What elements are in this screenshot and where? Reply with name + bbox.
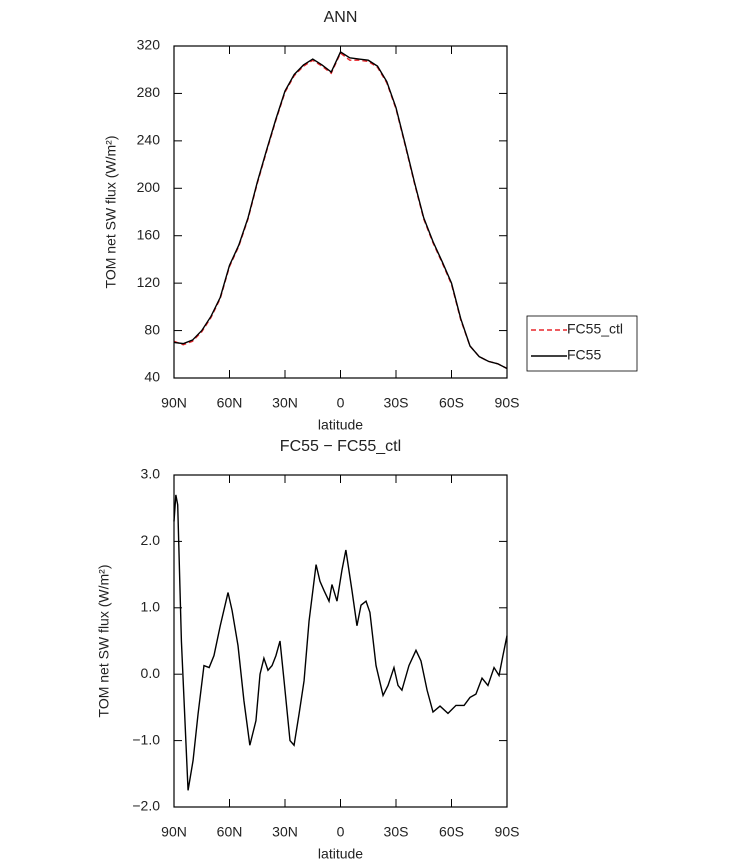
x-tick-label: 90S — [495, 824, 520, 840]
data-line — [173, 494, 508, 791]
x-tick-label: 90N — [161, 395, 187, 411]
y-axis-label: TOM net SW flux (W/m²) — [103, 136, 119, 289]
x-tick-label: 60S — [439, 395, 464, 411]
y-axis-label: TOM net SW flux (W/m²) — [96, 565, 112, 718]
x-tick-label: 60N — [217, 395, 243, 411]
y-tick-label: −2.0 — [132, 798, 160, 814]
x-tick-label: 30S — [384, 395, 409, 411]
y-tick-label: 280 — [137, 84, 161, 100]
y-tick-label: 0.0 — [141, 665, 161, 681]
x-tick-label: 60S — [439, 824, 464, 840]
y-tick-label: 1.0 — [141, 599, 161, 615]
legend-frame — [526, 315, 638, 372]
x-tick-label: 90S — [495, 395, 520, 411]
legend-label: FC55 — [567, 347, 601, 363]
plot-frame — [173, 45, 508, 379]
plot-frame — [173, 474, 508, 808]
y-tick-label: −1.0 — [132, 731, 160, 747]
x-tick-label: 60N — [217, 824, 243, 840]
x-axis-label: latitude — [318, 417, 363, 433]
y-tick-label: 200 — [137, 179, 161, 195]
x-tick-label: 90N — [161, 824, 187, 840]
legend: FC55_ctl FC55 — [526, 315, 638, 372]
x-axis-label: latitude — [318, 846, 363, 862]
y-tick-label: 120 — [137, 274, 161, 290]
x-tick-label: 30N — [272, 824, 298, 840]
y-tick-label: 240 — [137, 132, 161, 148]
x-tick-label: 30N — [272, 395, 298, 411]
x-tick-label: 0 — [337, 824, 345, 840]
data-line — [173, 50, 508, 370]
x-tick-label: 0 — [337, 395, 345, 411]
data-line — [173, 52, 508, 370]
y-tick-label: 160 — [137, 226, 161, 242]
chart-title: ANN — [324, 9, 358, 26]
y-tick-label: 80 — [144, 321, 160, 337]
y-tick-label: 320 — [137, 37, 161, 53]
y-tick-label: 40 — [144, 369, 160, 385]
legend-label: FC55_ctl — [567, 321, 623, 337]
x-tick-label: 30S — [384, 824, 409, 840]
chart-title: FC55 − FC55_ctl — [280, 438, 401, 455]
y-tick-label: 3.0 — [141, 466, 161, 482]
y-tick-label: 2.0 — [141, 532, 161, 548]
